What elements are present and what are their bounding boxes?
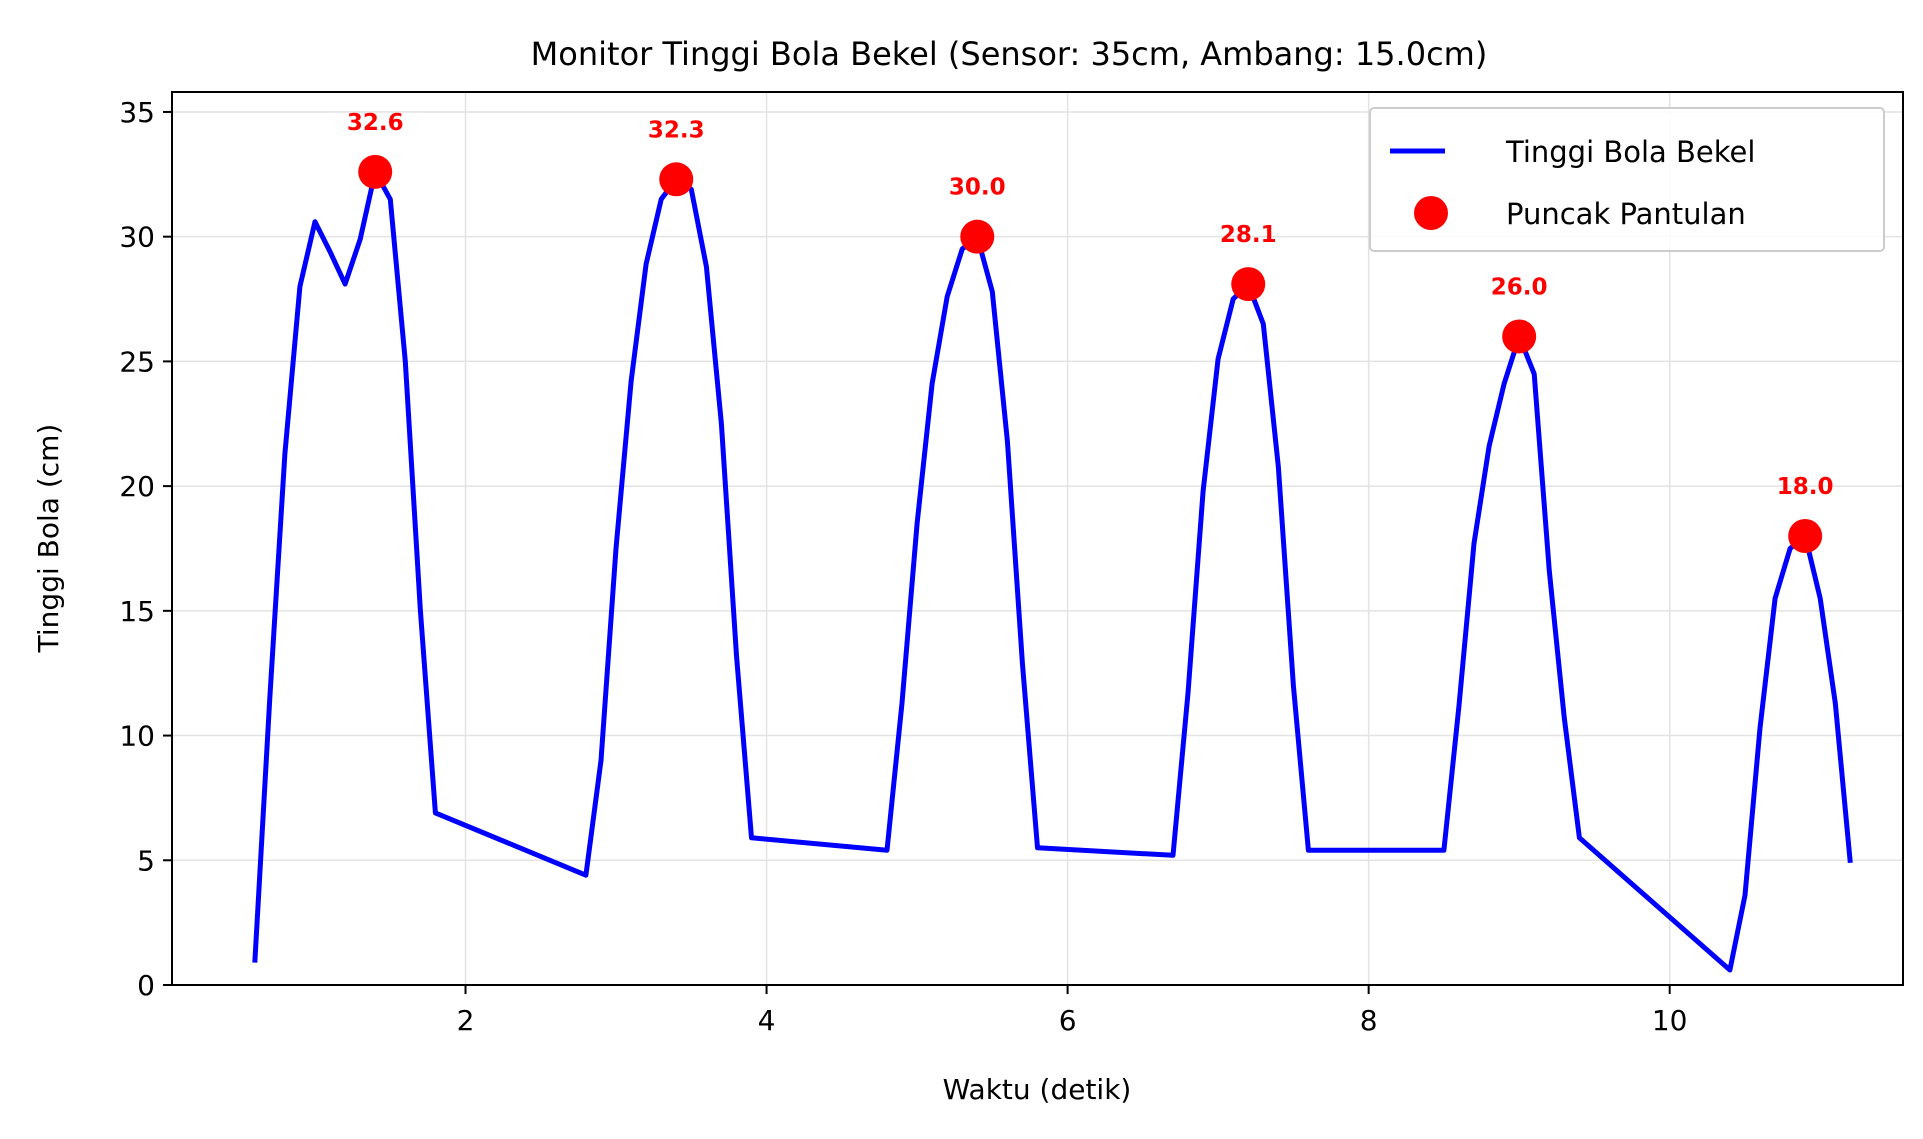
y-tick-label: 25 [119,345,155,378]
x-tick-label: 2 [457,1004,475,1037]
peak-marker [960,219,995,254]
x-tick-label: 6 [1059,1004,1077,1037]
peak-value-label: 18.0 [1777,474,1834,500]
x-tick-label: 8 [1360,1004,1378,1037]
grid [172,92,1903,986]
chart-title: Monitor Tinggi Bola Bekel (Sensor: 35cm,… [531,35,1488,73]
series-layer [252,169,1853,973]
y-tick-label: 20 [119,470,155,503]
legend-label-peaks: Puncak Pantulan [1506,197,1746,231]
peak-value-label: 30.0 [949,175,1006,201]
y-tick-label: 0 [137,969,155,1002]
x-tick-label: 10 [1652,1004,1688,1037]
y-tick-label: 30 [119,221,155,254]
legend-marker-swatch [1414,196,1448,230]
peak-value-label: 32.3 [648,117,705,143]
y-tick-label: 5 [137,844,155,877]
peak-marker [1788,519,1823,554]
height-line [252,169,1853,973]
y-tick-label: 15 [119,595,155,628]
y-tick-label: 10 [119,720,155,753]
axis-ticks: 2 4 6 8 10 0 5 10 15 20 25 30 35 [119,96,1687,1037]
peak-marker [659,162,694,197]
peak-marker [1231,267,1266,302]
x-tick-label: 4 [758,1004,776,1037]
legend: Tinggi Bola Bekel Puncak Pantulan [1369,107,1885,252]
peak-marker [1502,319,1537,354]
legend-label-height: Tinggi Bola Bekel [1505,135,1755,169]
legend-box [1369,107,1885,252]
plot-frame [171,91,1904,986]
peak-value-label: 26.0 [1491,274,1548,300]
y-tick-label: 35 [119,96,155,129]
y-axis-label: Tinggi Bola (cm) [32,424,65,654]
peak-marker [358,154,393,189]
x-axis-label: Waktu (detik) [943,1073,1132,1106]
peak-value-label: 28.1 [1220,222,1277,248]
peak-value-label: 32.6 [347,110,404,136]
peak-markers: 32.6 32.3 30.0 28.1 26.0 18.0 [347,110,1834,554]
